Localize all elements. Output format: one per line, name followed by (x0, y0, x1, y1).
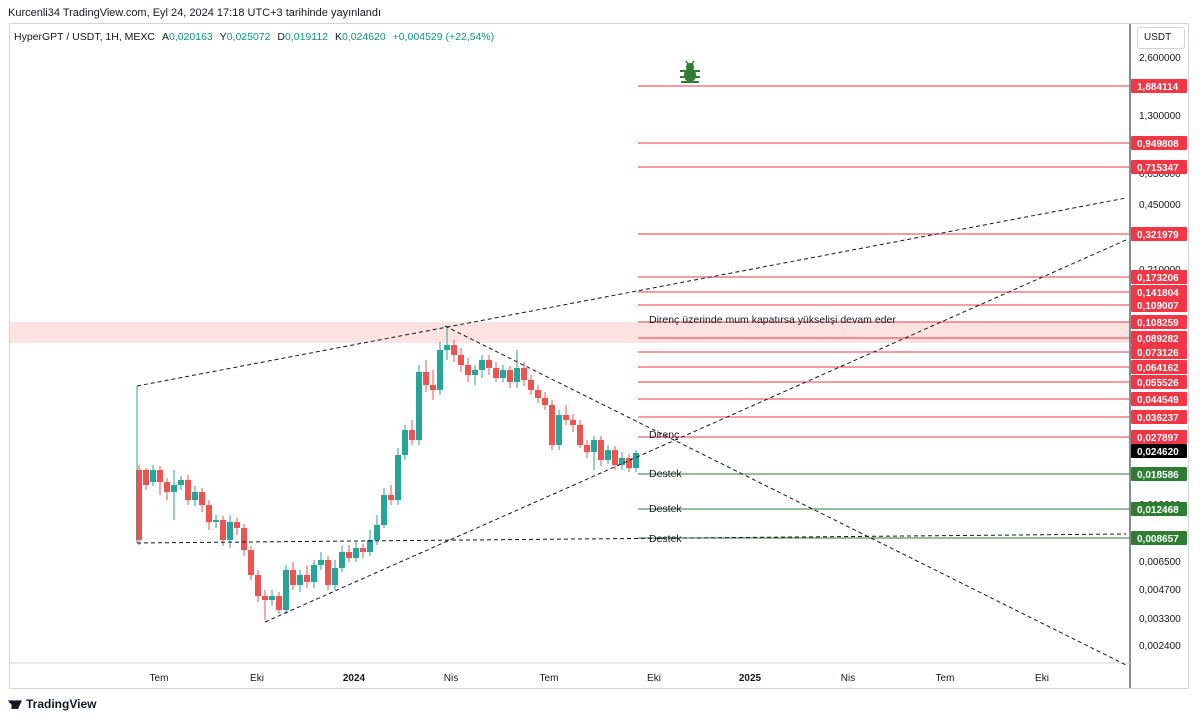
tradingview-logo-icon (8, 700, 22, 710)
open-value: 0,020163 (168, 31, 213, 43)
close-value: 0,024620 (341, 31, 386, 43)
chart-frame (9, 23, 1189, 689)
high-label: Y (219, 31, 227, 43)
publish-header: Kurcenli34 TradingView.com, Eyl 24, 2024… (0, 0, 1200, 22)
brand-name: TradingView (26, 697, 97, 711)
open-label: A (161, 31, 169, 43)
symbol-name[interactable]: HyperGPT / USDT, 1H, MEXC (14, 31, 156, 43)
change-value: +0,004529 (+22,54%) (392, 31, 495, 43)
publish-info: Kurcenli34 TradingView.com, Eyl 24, 2024… (8, 7, 382, 19)
symbol-info-bar: HyperGPT / USDT, 1H, MEXC A0,020163 Y0,0… (14, 31, 494, 43)
close-label: K (334, 31, 342, 43)
low-value: 0,019112 (285, 31, 329, 43)
currency-button[interactable]: USDT (1137, 27, 1185, 49)
high-value: 0,025072 (226, 31, 271, 43)
low-label: D (277, 31, 285, 43)
tradingview-brand[interactable]: TradingView (8, 697, 96, 711)
